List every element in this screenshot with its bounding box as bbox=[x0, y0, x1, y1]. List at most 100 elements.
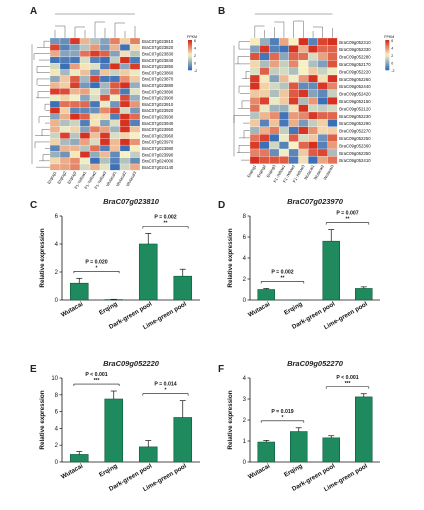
heatmap-cell bbox=[308, 67, 319, 76]
heatmap-cell bbox=[269, 141, 280, 150]
y-tick-label: 3 bbox=[243, 397, 247, 403]
heatmap-cell bbox=[99, 119, 111, 127]
legend-swatch bbox=[385, 41, 390, 45]
significance-stars: ** bbox=[164, 221, 168, 227]
heatmap-cell bbox=[109, 69, 121, 76]
gene-label: BraC09g052440 bbox=[339, 84, 371, 89]
heatmap-cell bbox=[99, 163, 111, 171]
heatmap-cell bbox=[288, 89, 299, 98]
heatmap-cell bbox=[109, 144, 121, 152]
heatmap-cell bbox=[259, 111, 270, 120]
y-tick-label: 1 bbox=[243, 439, 247, 445]
heatmap-cell bbox=[278, 156, 289, 164]
heatmap-cell bbox=[49, 119, 61, 127]
gene-label: BraC07g023840 bbox=[142, 58, 174, 63]
heatmap-cell bbox=[79, 94, 91, 102]
heatmap-cell bbox=[259, 89, 270, 98]
heatmap-cell bbox=[99, 56, 111, 64]
gene-label: BraC07g024000 bbox=[142, 159, 174, 164]
heatmap-cell bbox=[79, 88, 91, 95]
heatmap-cell bbox=[109, 81, 121, 89]
heatmap-cell bbox=[308, 134, 319, 142]
legend-swatch bbox=[385, 40, 390, 43]
heatmap-cell bbox=[109, 50, 121, 58]
heatmap-cell bbox=[89, 69, 101, 76]
heatmap-cell bbox=[99, 75, 111, 83]
heatmap-cell bbox=[278, 74, 289, 83]
heatmap-cell bbox=[327, 104, 338, 113]
gene-label: BraC07g023910 bbox=[142, 102, 174, 107]
heatmap-cell bbox=[99, 81, 111, 89]
legend-swatch bbox=[188, 60, 192, 63]
heatmap-cell bbox=[298, 141, 309, 150]
heatmap-cell bbox=[99, 100, 111, 108]
heatmap-cell bbox=[327, 111, 338, 120]
sample-label: Erqing2 bbox=[256, 163, 268, 178]
heatmap-cell bbox=[119, 94, 131, 102]
p-value-label: P < 0.001 bbox=[85, 372, 107, 378]
heatmap-cell bbox=[288, 60, 299, 68]
heatmap-cell bbox=[269, 74, 280, 83]
chart-title: BraC09g052270 bbox=[287, 359, 344, 368]
legend-swatch bbox=[188, 40, 192, 43]
legend-title: FPKM bbox=[187, 35, 197, 39]
heatmap-cell bbox=[327, 45, 338, 53]
heatmap-cell bbox=[49, 94, 61, 102]
heatmap-cell bbox=[259, 74, 270, 83]
heatmap-cell bbox=[288, 67, 299, 76]
heatmap-cell bbox=[298, 37, 309, 46]
heatmap-cell bbox=[99, 88, 111, 95]
heatmap-cell bbox=[79, 126, 91, 133]
heatmap-cell bbox=[298, 89, 309, 98]
heatmap-cell bbox=[69, 69, 81, 76]
heatmap-cell bbox=[69, 63, 81, 70]
heatmap-cell bbox=[59, 107, 71, 114]
gene-label: BraC09g052350 bbox=[339, 151, 371, 156]
heatmap-cell bbox=[119, 69, 131, 76]
heatmap-cell bbox=[69, 138, 81, 146]
heatmap-cell bbox=[69, 113, 81, 121]
heatmap-cell bbox=[59, 69, 71, 76]
heatmap-cell bbox=[59, 163, 71, 171]
heatmap-cell bbox=[79, 50, 91, 58]
heatmap-cell bbox=[79, 144, 91, 152]
heatmap-cell bbox=[269, 126, 280, 135]
heatmap-cell bbox=[278, 60, 289, 68]
category-label: Erqing bbox=[98, 463, 119, 479]
heatmap-cell bbox=[109, 94, 121, 102]
legend-swatch bbox=[385, 64, 390, 67]
heatmap-cell bbox=[308, 104, 319, 113]
y-tick-label: 4 bbox=[55, 242, 59, 248]
heatmap-cell bbox=[49, 144, 61, 152]
heatmap-cell bbox=[308, 82, 319, 90]
gene-label: BraC09g052250 bbox=[339, 136, 371, 141]
gene-label: BraC07g023870 bbox=[142, 77, 174, 82]
heatmap-cell bbox=[269, 156, 280, 164]
heatmap-cell bbox=[298, 134, 309, 142]
bar bbox=[69, 454, 89, 463]
gene-label: BraC09g052220 bbox=[339, 69, 371, 74]
heatmap-cell bbox=[79, 75, 91, 83]
heatmap-cell bbox=[99, 94, 111, 102]
bar-chart-f: BraC09g052270 0 1 2 3 4 Relative expression Wut… bbox=[227, 359, 380, 493]
legend-swatch bbox=[385, 45, 390, 48]
heatmap-cell bbox=[119, 56, 131, 64]
heatmap-cell bbox=[298, 156, 309, 164]
heatmap-cell bbox=[79, 138, 91, 146]
heatmap-cell bbox=[317, 60, 328, 68]
heatmap-cell bbox=[259, 119, 270, 127]
heatmap-cell bbox=[327, 67, 338, 76]
heatmap-cell bbox=[278, 111, 289, 120]
y-tick-label: 0 bbox=[55, 460, 59, 466]
heatmap-cell bbox=[119, 144, 131, 152]
legend-tick: 4 bbox=[391, 47, 393, 51]
heatmap-cell bbox=[89, 138, 101, 146]
heatmap-cell bbox=[298, 82, 309, 90]
heatmap-cell bbox=[249, 67, 260, 76]
panel-label-f: F bbox=[218, 364, 224, 375]
gene-label: BraC07g023850 bbox=[142, 64, 174, 69]
legend-swatch bbox=[188, 43, 192, 46]
heatmap-cell bbox=[89, 163, 101, 171]
heatmap-cell bbox=[278, 52, 289, 61]
heatmap-cell bbox=[79, 119, 91, 127]
